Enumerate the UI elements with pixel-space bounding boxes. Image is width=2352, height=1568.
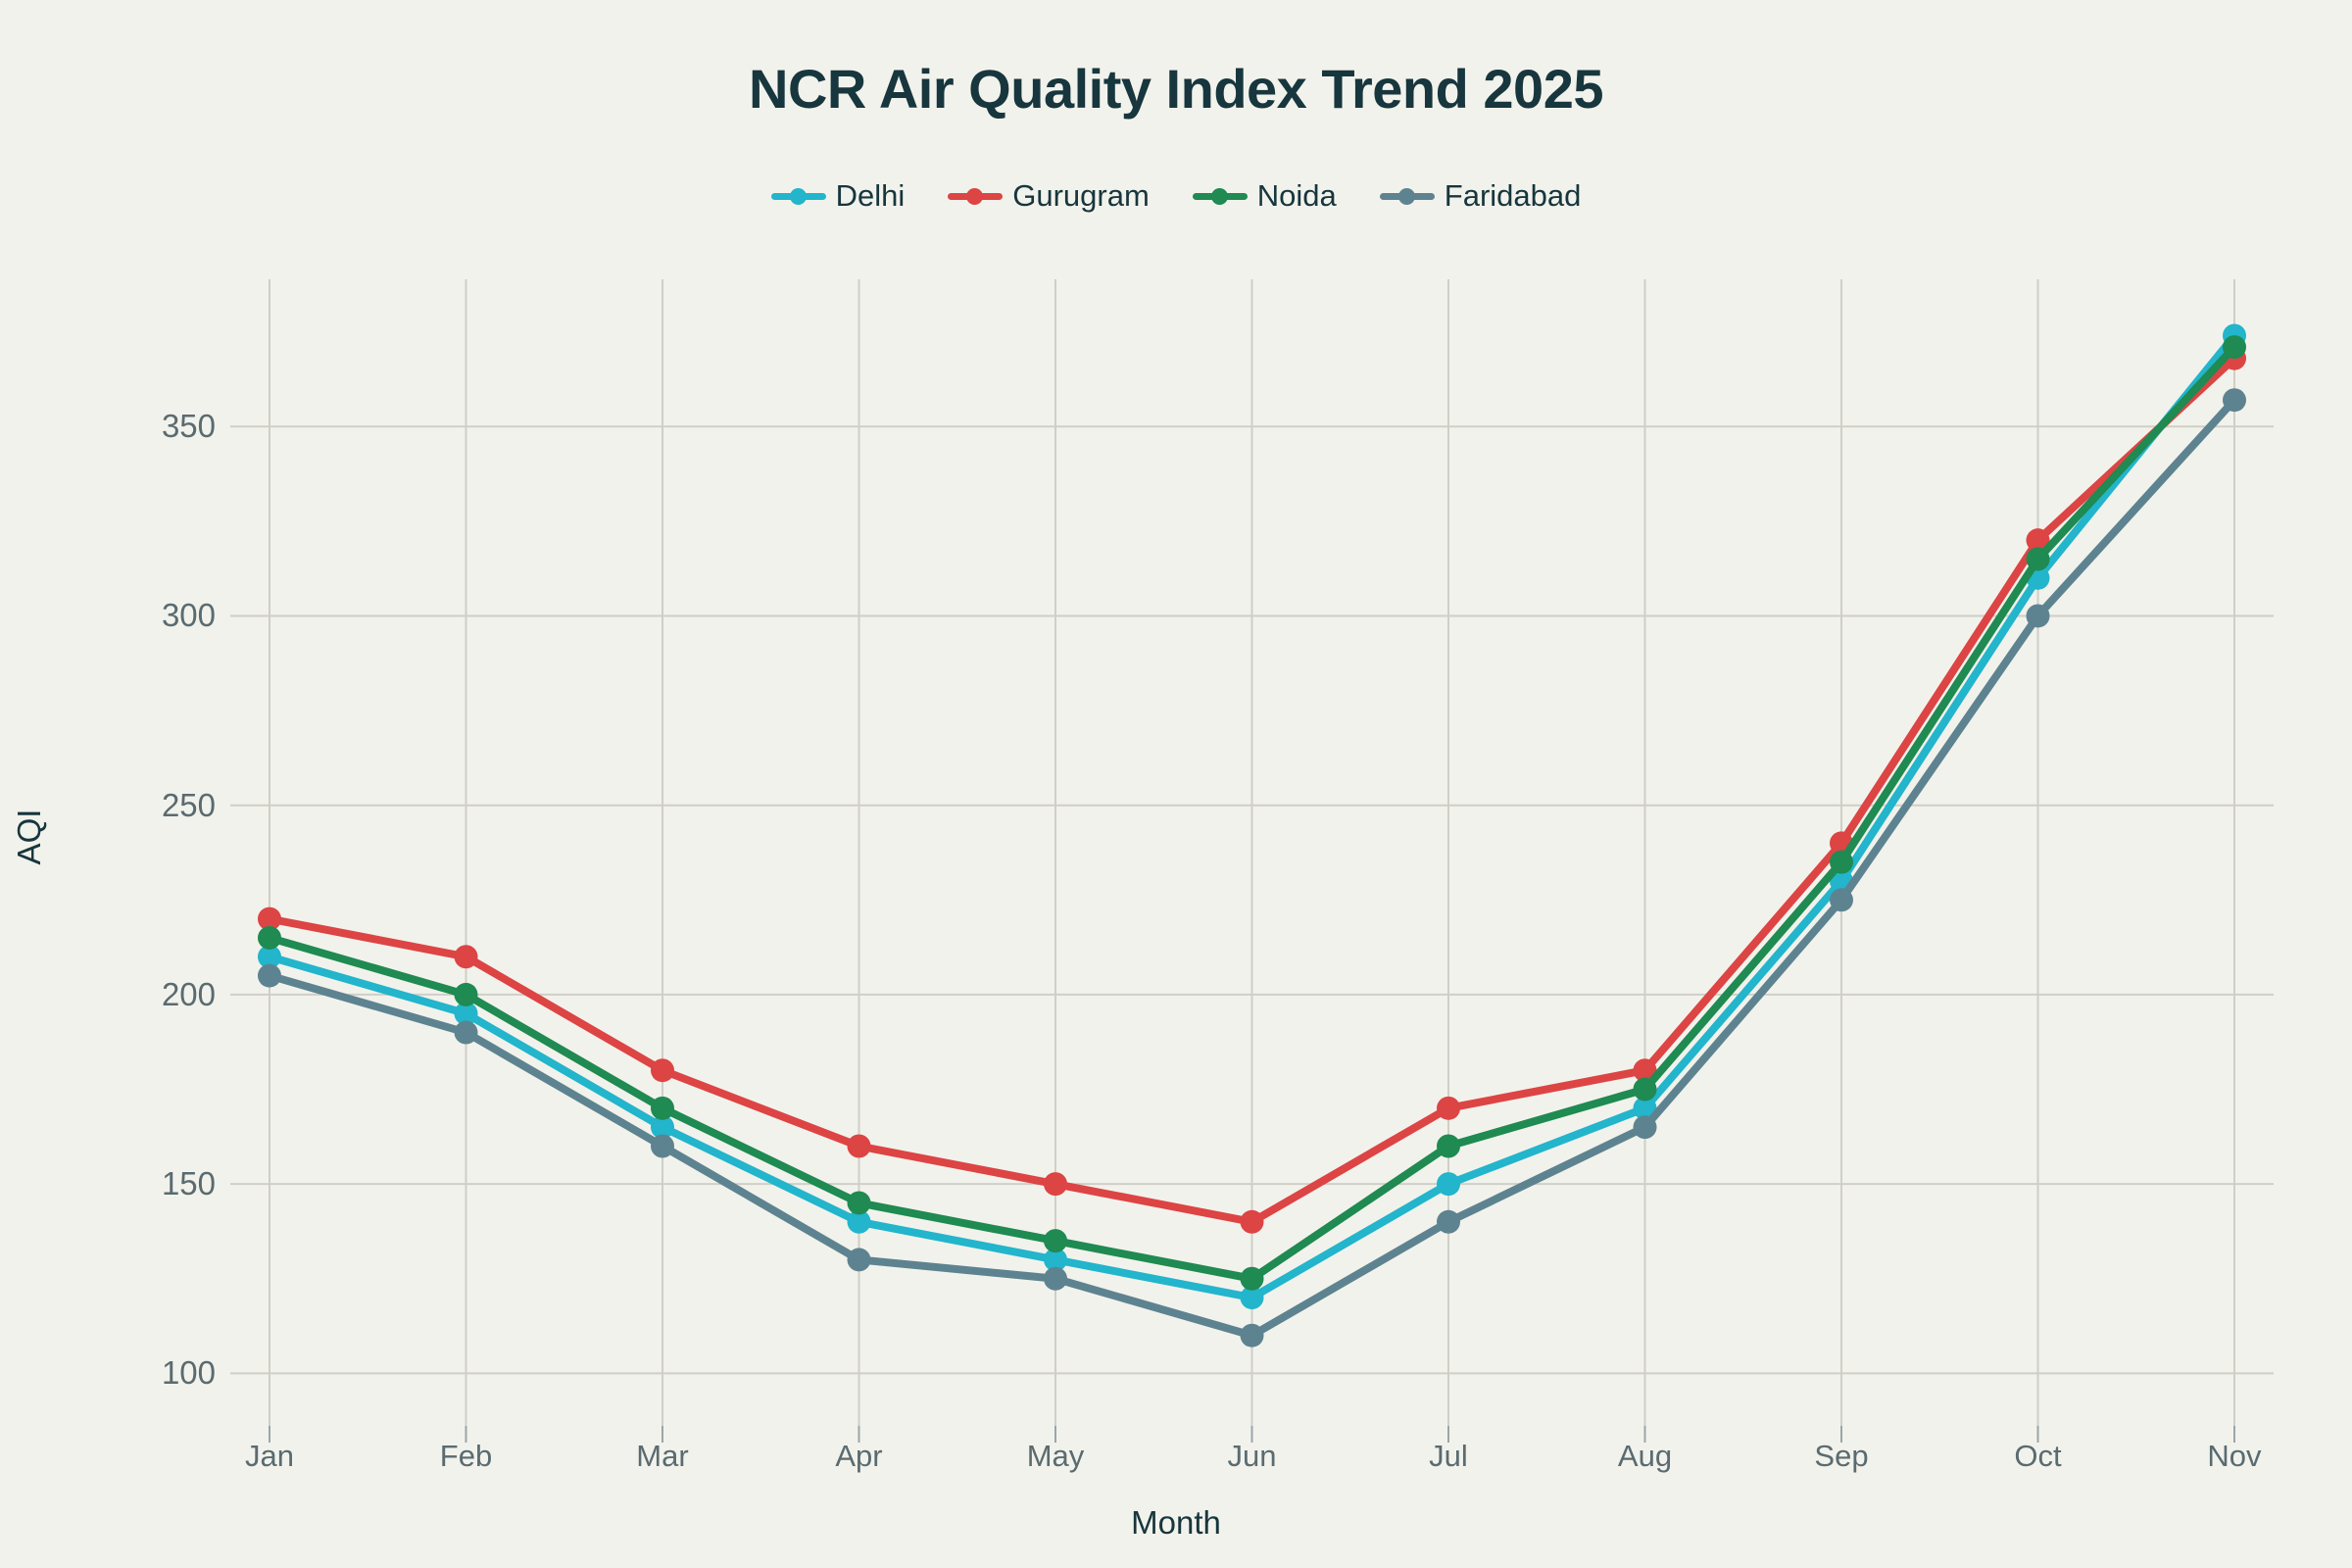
x-axis-tick-label: Aug [1617, 1439, 1673, 1473]
legend-swatch-icon [1379, 185, 1435, 207]
data-point-noida[interactable] [1044, 1229, 1067, 1253]
legend-label: Faridabad [1444, 178, 1582, 213]
data-point-delhi[interactable] [1633, 1096, 1657, 1120]
data-point-delhi[interactable] [1044, 1248, 1067, 1272]
x-axis-tick-label: Oct [2014, 1439, 2062, 1473]
data-point-noida[interactable] [2026, 547, 2050, 571]
data-point-faridabad[interactable] [1437, 1209, 1460, 1234]
data-point-noida[interactable] [1437, 1134, 1460, 1158]
data-point-faridabad[interactable] [2026, 604, 2050, 628]
legend-label: Gurugram [1012, 178, 1150, 213]
x-axis-tick-label: Jan [245, 1439, 294, 1473]
data-point-faridabad[interactable] [454, 1020, 478, 1045]
legend-swatch-icon [1192, 185, 1248, 207]
x-axis-tick-label: Mar [636, 1439, 689, 1473]
data-point-delhi[interactable] [651, 1115, 674, 1140]
data-point-noida[interactable] [1830, 850, 1853, 874]
legend-item-faridabad[interactable]: Faridabad [1379, 178, 1582, 214]
data-point-gurugram[interactable] [1240, 1209, 1264, 1234]
legend-label: Noida [1256, 178, 1337, 213]
data-point-noida[interactable] [1240, 1266, 1264, 1291]
chart-legend: Delhi Gurugram Noida Faridabad [0, 178, 2352, 214]
data-point-gurugram[interactable] [651, 1058, 674, 1083]
data-point-gurugram[interactable] [1044, 1172, 1067, 1197]
data-point-delhi[interactable] [847, 1209, 871, 1234]
legend-item-noida[interactable]: Noida [1192, 178, 1337, 214]
data-point-faridabad[interactable] [258, 963, 281, 988]
x-axis-label: Month [1131, 1504, 1221, 1541]
data-point-gurugram[interactable] [847, 1134, 871, 1158]
x-axis-tick-label: Jul [1429, 1439, 1468, 1473]
y-axis-tick-label: 300 [161, 597, 216, 634]
chart-title: NCR Air Quality Index Trend 2025 [749, 58, 1603, 120]
legend-label: Delhi [835, 178, 906, 213]
data-point-faridabad[interactable] [847, 1248, 871, 1272]
data-point-gurugram[interactable] [454, 945, 478, 969]
legend-item-gurugram[interactable]: Gurugram [948, 178, 1150, 214]
y-axis-label: AQI [11, 808, 47, 865]
data-point-noida[interactable] [454, 982, 478, 1006]
data-point-noida[interactable] [651, 1096, 674, 1120]
y-axis-tick-label: 350 [161, 408, 216, 445]
data-point-faridabad[interactable] [1044, 1266, 1067, 1291]
y-axis-tick-label: 100 [161, 1354, 216, 1392]
x-axis-tick-label: Jun [1227, 1439, 1277, 1473]
legend-swatch-icon [770, 185, 826, 207]
x-axis-tick-label: Sep [1814, 1439, 1869, 1473]
y-axis-tick-label: 250 [161, 786, 216, 823]
data-point-gurugram[interactable] [1633, 1058, 1657, 1083]
y-axis-tick-label: 200 [161, 975, 216, 1012]
data-point-delhi[interactable] [1240, 1286, 1264, 1310]
data-point-delhi[interactable] [258, 945, 281, 969]
x-axis-tick-label: Apr [835, 1439, 883, 1473]
data-point-noida[interactable] [258, 925, 281, 950]
data-point-faridabad[interactable] [1633, 1115, 1657, 1140]
legend-item-delhi[interactable]: Delhi [770, 178, 906, 214]
y-axis-tick-label: 150 [161, 1165, 216, 1202]
data-point-faridabad[interactable] [1240, 1323, 1264, 1348]
x-axis-tick-label: Feb [439, 1439, 493, 1473]
data-point-gurugram[interactable] [258, 906, 281, 931]
data-point-noida[interactable] [1633, 1077, 1657, 1102]
x-axis-tick-label: Nov [2207, 1439, 2262, 1473]
data-point-gurugram[interactable] [1437, 1096, 1460, 1120]
data-point-faridabad[interactable] [2223, 388, 2246, 413]
legend-swatch-icon [948, 185, 1004, 207]
data-point-delhi[interactable] [1437, 1172, 1460, 1197]
data-point-gurugram[interactable] [2026, 528, 2050, 553]
x-axis-tick-label: May [1026, 1439, 1085, 1473]
data-point-faridabad[interactable] [651, 1134, 674, 1158]
data-point-delhi[interactable] [454, 1002, 478, 1026]
data-point-faridabad[interactable] [1830, 888, 1853, 912]
data-point-noida[interactable] [2223, 335, 2246, 360]
data-point-noida[interactable] [847, 1191, 871, 1215]
